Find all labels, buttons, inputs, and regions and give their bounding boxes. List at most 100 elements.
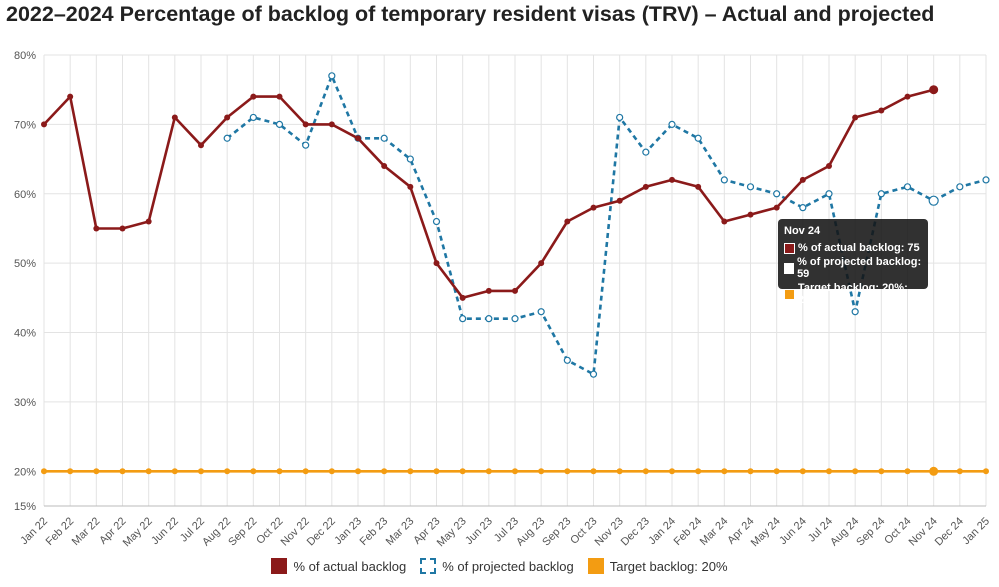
data-point-target <box>538 468 545 475</box>
x-tick-label: May 22 <box>121 515 155 549</box>
legend-item-projected[interactable]: % of projected backlog <box>420 558 574 574</box>
data-point-projected <box>956 183 964 191</box>
tooltip-row-target: Target backlog: 20%: 20 <box>784 282 922 306</box>
data-point-projected <box>432 217 441 226</box>
x-tick-label: Mar 23 <box>384 515 417 548</box>
data-point-actual <box>878 107 885 114</box>
data-point-actual <box>198 142 204 149</box>
data-point-projected <box>406 155 414 163</box>
y-tick-label: 40% <box>14 328 36 340</box>
data-point-actual <box>616 197 623 204</box>
y-tick-label: 70% <box>14 119 36 131</box>
data-point-target <box>407 468 414 475</box>
data-point-target <box>773 468 780 475</box>
x-tick-label: May 24 <box>749 515 783 549</box>
data-point-target <box>41 468 47 475</box>
data-point-target <box>381 468 388 475</box>
data-point-target <box>433 468 440 475</box>
data-point-projected <box>825 190 833 198</box>
legend-swatch-actual <box>271 558 288 574</box>
data-point-target <box>564 468 571 475</box>
tooltip-label-target: Target backlog: 20%: 20 <box>797 282 908 306</box>
data-point-target <box>642 468 649 475</box>
tooltip-title: Nov 24 <box>784 225 821 237</box>
data-point-target <box>485 468 492 475</box>
x-tick-label: Sep 22 <box>226 515 259 548</box>
data-point-projected <box>982 176 990 184</box>
data-point-actual <box>302 121 309 128</box>
chart-legend: % of actual backlog % of projected backl… <box>0 558 999 574</box>
data-point-projected <box>616 113 624 122</box>
data-point-target <box>302 468 309 475</box>
data-point-actual <box>41 121 47 128</box>
data-point-actual <box>904 93 911 100</box>
x-tick-label: Feb 23 <box>358 515 391 548</box>
legend-item-actual[interactable]: % of actual backlog <box>271 558 406 574</box>
data-point-projected <box>563 356 571 364</box>
chart-title: 2022–2024 Percentage of backlog of tempo… <box>6 2 935 26</box>
data-point-actual <box>826 163 832 170</box>
data-point-projected <box>275 120 284 128</box>
data-point-projected <box>903 183 912 191</box>
data-point-target <box>276 468 283 475</box>
x-tick-label: Feb 22 <box>44 515 77 548</box>
data-point-target <box>250 468 257 475</box>
x-tick-label: Mar 22 <box>70 515 103 548</box>
x-tick-label: Jun 24 <box>777 515 809 547</box>
tooltip-row-actual: % of actual backlog: 75 <box>784 242 922 254</box>
data-point-actual <box>145 218 152 225</box>
data-point-projected <box>485 315 493 323</box>
y-tick-label: 50% <box>14 258 36 270</box>
data-point-actual <box>407 183 414 190</box>
data-point-actual <box>381 163 388 170</box>
data-point-actual <box>512 287 518 294</box>
data-point-target <box>93 468 100 475</box>
data-point-target <box>459 468 466 475</box>
data-point-target <box>983 468 989 475</box>
data-point-target <box>929 466 939 476</box>
data-point-target <box>616 468 623 475</box>
data-point-projected <box>249 113 257 122</box>
x-tick-label: Mar 24 <box>698 515 731 548</box>
data-point-projected <box>380 134 388 142</box>
data-point-actual <box>67 93 74 100</box>
data-point-target <box>171 468 178 475</box>
x-tick-label: Dec 22 <box>305 515 338 548</box>
data-point-target <box>512 468 518 475</box>
x-tick-label: Nov 23 <box>593 515 626 548</box>
data-point-target <box>695 468 702 475</box>
data-point-projected <box>694 134 702 142</box>
data-point-target <box>878 468 885 475</box>
data-point-projected <box>328 72 336 80</box>
data-point-actual <box>747 211 754 218</box>
data-point-actual <box>642 183 649 190</box>
data-point-projected <box>537 308 545 316</box>
y-tick-label: 15% <box>14 501 36 513</box>
data-point-actual <box>459 294 466 301</box>
data-point-actual <box>695 183 702 190</box>
data-point-projected <box>302 141 310 149</box>
data-point-actual <box>93 225 100 232</box>
tooltip-label-projected: % of projected backlog: 59 <box>797 256 922 280</box>
data-point-target <box>826 468 832 475</box>
y-tick-label: 80% <box>14 50 36 62</box>
data-point-projected <box>459 315 467 323</box>
tooltip-swatch-actual <box>784 242 795 254</box>
legend-swatch-projected <box>420 558 437 574</box>
data-point-actual <box>773 204 780 211</box>
data-point-actual <box>669 176 675 183</box>
data-point-actual <box>590 204 597 211</box>
data-point-projected <box>223 134 231 142</box>
x-tick-label: Nov 22 <box>279 515 312 548</box>
legend-item-target[interactable]: Target backlog: 20% <box>587 558 728 574</box>
data-point-projected <box>746 183 755 191</box>
x-tick-label: Dec 24 <box>933 515 966 548</box>
data-point-target <box>224 468 231 475</box>
data-point-target <box>355 468 361 475</box>
data-point-actual <box>564 218 571 225</box>
data-point-actual <box>485 287 492 294</box>
data-point-target <box>904 468 911 475</box>
data-point-actual <box>328 121 335 128</box>
data-point-actual <box>276 93 283 100</box>
